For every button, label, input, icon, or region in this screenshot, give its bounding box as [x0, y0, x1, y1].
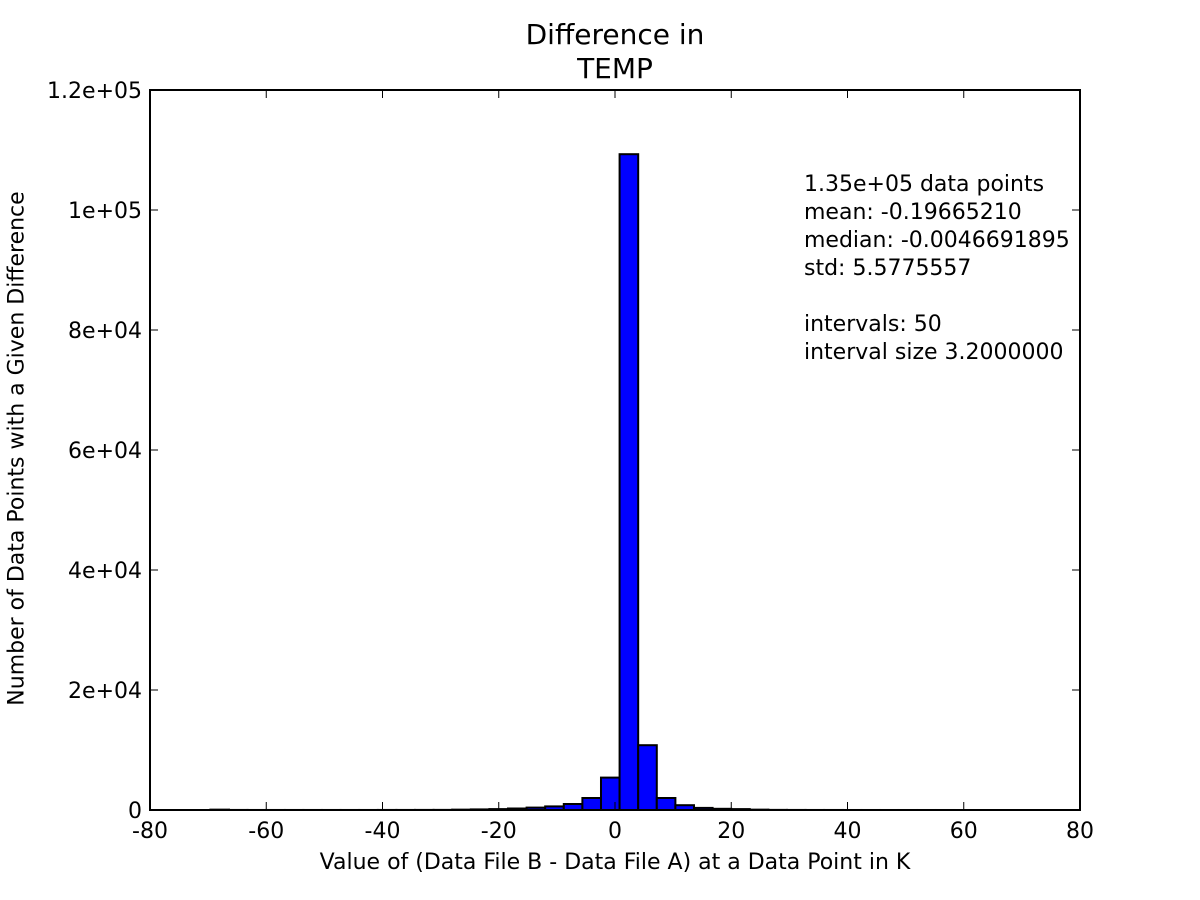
stats-count: 1.35e+05 data points — [804, 172, 1045, 197]
y-axis-label: Number of Data Points with a Given Diffe… — [4, 191, 30, 706]
x-tick-label: -40 — [365, 819, 401, 844]
y-axis-ticks: 0 2e+04 4e+04 6e+04 8e+04 1e+05 1.2e+05 — [47, 79, 1080, 824]
y-tick-label: 6e+04 — [68, 439, 142, 464]
x-tick-label: -20 — [481, 819, 517, 844]
stats-intervals: intervals: 50 — [804, 312, 942, 337]
x-tick-label: -60 — [248, 819, 284, 844]
histogram-bar — [618, 153, 640, 811]
chart-title: Difference in TEMP — [0, 18, 1200, 86]
stats-std: std: 5.5775557 — [804, 256, 972, 281]
stats-median: median: -0.0046691895 — [804, 228, 1070, 253]
x-tick-label: 40 — [834, 819, 862, 844]
y-tick-label: 4e+04 — [68, 559, 142, 584]
chart-title-line-2: TEMP — [577, 52, 653, 85]
stats-interval-size: interval size 3.2000000 — [804, 340, 1064, 365]
y-tick-label: 8e+04 — [68, 319, 142, 344]
x-axis-ticks: -80 -60 -40 -20 0 20 40 60 80 — [132, 90, 1094, 844]
x-axis-label: Value of (Data File B - Data File A) at … — [319, 850, 911, 875]
y-tick-label: 1.2e+05 — [47, 79, 142, 104]
chart-title-line-1: Difference in — [525, 18, 705, 51]
histogram-bar — [655, 797, 677, 811]
x-tick-label: 20 — [717, 819, 745, 844]
y-tick-label: 0 — [128, 799, 142, 824]
x-tick-label: -80 — [132, 819, 168, 844]
y-tick-label: 2e+04 — [68, 679, 142, 704]
stats-mean: mean: -0.19665210 — [804, 200, 1022, 225]
stats-spacer — [804, 283, 1070, 311]
stats-annotation: 1.35e+05 data points mean: -0.19665210 med… — [804, 171, 1070, 367]
x-tick-label: 80 — [1066, 819, 1094, 844]
x-tick-label: 60 — [950, 819, 978, 844]
y-tick-label: 1e+05 — [68, 199, 142, 224]
histogram-bar — [637, 744, 658, 812]
histogram-bar — [581, 797, 602, 811]
x-tick-label: 0 — [608, 819, 622, 844]
histogram-bar — [599, 776, 621, 811]
